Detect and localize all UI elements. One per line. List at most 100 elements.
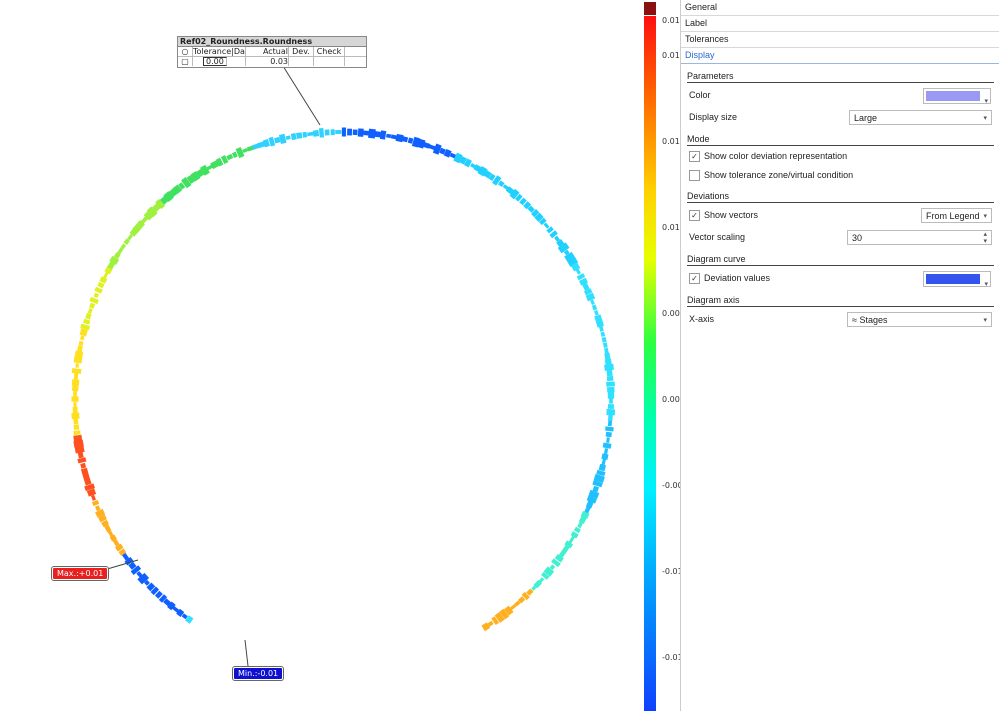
x-axis-select[interactable]: ≈ Stages ▾ [847,312,992,327]
ring-segment [551,558,561,568]
x-axis-row: X-axis ≈ Stages ▾ [689,309,994,329]
3d-viewport[interactable]: Ref02_Roundness.Roundness ○ Tolerance|Da… [0,0,640,711]
legend-tick: 0.01 [662,16,680,25]
ring-segment [563,249,570,256]
ring-segment [459,156,467,165]
tab-label[interactable]: Label [681,16,999,32]
ring-segment [488,173,496,182]
color-row: Color ▾ [689,85,994,105]
ring-segment [120,243,127,250]
ring-segment [556,239,565,248]
ring-segment [312,130,320,137]
ring-segment [604,358,612,365]
check-value [314,57,345,66]
spinner-arrows-icon[interactable]: ▴ ▾ [983,231,987,245]
ring-segment [77,457,87,464]
ring-segment [473,164,483,173]
show-color-deviation-row[interactable]: ✓ Show color deviation representation [689,148,994,165]
legend-tick: 0.00 [662,395,680,404]
ring-segment [87,308,93,314]
ring-segment [318,128,325,138]
ring-segment [598,325,604,332]
ring-segment [604,352,611,360]
header-check: Check [314,47,345,56]
show-tolerance-zone-row[interactable]: Show tolerance zone/virtual condition [689,167,994,184]
ring-segment [215,157,224,167]
ring-segment [167,601,176,611]
tab-general[interactable]: General [681,0,999,16]
ring-segment [74,445,85,454]
ring-segment [600,331,606,337]
check-icon[interactable]: ✓ [689,151,700,163]
ring-segment [526,588,534,596]
label-table-title: Ref02_Roundness.Roundness [178,37,366,47]
ring-segment [453,152,463,164]
ring-segment [402,136,409,143]
ring-segment [590,299,595,305]
color-swatch [926,91,980,101]
ring-segment [82,472,91,481]
deviation-color-picker[interactable]: ▾ [923,271,991,288]
color-picker[interactable]: ▾ [923,88,991,105]
ring-segment [521,591,530,601]
ring-segment [395,133,404,143]
ring-segment [502,184,509,190]
ring-segment [90,494,96,501]
ring-segment [603,448,609,455]
ring-segment [181,613,188,620]
vectors-source-select[interactable]: From Legend ▾ [921,208,992,223]
checkbox-icon[interactable] [689,170,700,182]
header-actual: Actual [246,47,289,56]
ring-segment [586,495,598,504]
ring-segment [118,548,127,556]
properties-panel: General Label Tolerances Display Paramet… [680,0,999,711]
ring-segment [84,483,95,492]
ring-segment [606,381,615,387]
ring-segment [428,144,436,151]
ring-segment [505,186,515,195]
tolerance-value[interactable]: 0.00 [203,57,227,66]
color-label: Color [689,90,711,100]
tab-display[interactable]: Display [681,48,999,64]
ring-segment [77,345,83,353]
ring-segment [274,136,281,144]
ring-segment [73,424,80,430]
ring-segment [432,143,442,155]
ring-segment [423,142,431,149]
ring-segment [595,319,605,328]
roundness-label-table[interactable]: Ref02_Roundness.Roundness ○ Tolerance|Da… [177,36,367,68]
tab-tolerances[interactable]: Tolerances [681,32,999,48]
ring-segment [533,579,542,589]
ring-segment [130,565,142,575]
ring-segment [602,342,608,349]
ring-segment [538,577,545,583]
ring-segment [570,262,581,272]
ring-segment [268,136,276,147]
ring-segment [163,598,172,607]
ring-segment [172,184,183,195]
ring-segment [196,169,205,178]
ring-segment [564,540,574,549]
check-icon[interactable]: ✓ [689,210,700,222]
ring-segment [262,138,270,148]
ring-segment [368,128,376,139]
ring-segment [585,500,594,509]
ring-segment [104,265,113,275]
ring-segment [74,350,84,359]
ring-segment [91,499,100,507]
check-icon[interactable]: ✓ [689,273,700,285]
display-size-select[interactable]: Large ▾ [849,110,992,125]
vector-scaling-spinner[interactable]: 30 ▴ ▾ [847,230,992,245]
ring-segment [95,505,101,512]
chevron-down-icon: ▾ [983,213,987,220]
ring-segment [592,485,600,493]
ring-segment [386,133,392,139]
vector-scaling-value: 30 [852,233,863,243]
ring-segment [94,286,103,294]
ring-segment [158,594,168,603]
ring-segment [497,180,505,188]
section-deviations: Deviations [687,190,994,203]
ring-segment [220,155,229,165]
ring-segment [151,203,161,213]
section-diagram-axis: Diagram axis [687,294,994,307]
